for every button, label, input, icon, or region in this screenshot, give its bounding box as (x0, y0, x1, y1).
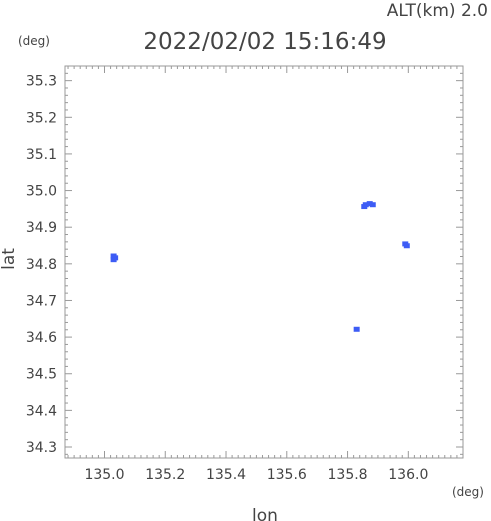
x-tick-label: 136.0 (388, 467, 428, 483)
y-axis-label: lat (0, 248, 19, 270)
axis-ticks: 135.0 135.2 135.4 135.6 135.8 136.0 34.3 34.4 34… (26, 65, 464, 483)
y-tick-label: 35.0 (26, 184, 57, 200)
y-tick-label: 34.3 (26, 440, 57, 456)
y-tick-label: 34.5 (26, 367, 57, 383)
data-point (366, 201, 373, 207)
data-point (369, 202, 376, 208)
data-points (110, 201, 410, 332)
data-point (353, 326, 360, 332)
y-unit-label: (deg) (18, 34, 50, 48)
y-tick-label: 34.4 (26, 403, 57, 419)
x-unit-label: (deg) (452, 485, 484, 499)
x-tick-label: 135.2 (145, 467, 185, 483)
x-tick-label: 135.6 (267, 467, 307, 483)
y-tick-label: 35.1 (26, 147, 57, 163)
data-point (110, 257, 117, 263)
y-tick-label: 35.2 (26, 110, 57, 126)
y-tick-label: 34.6 (26, 330, 57, 346)
datetime-title: 2022/02/02 15:16:49 (143, 29, 386, 55)
x-tick-label: 135.0 (84, 467, 124, 483)
y-tick-label: 35.3 (26, 74, 57, 90)
x-axis-label: lon (252, 506, 278, 521)
x-tick-label: 135.8 (328, 467, 368, 483)
plot-frame (64, 65, 464, 459)
y-tick-label: 34.7 (26, 293, 57, 309)
y-tick-label: 34.8 (26, 257, 57, 273)
data-point (362, 202, 369, 208)
y-tick-label: 34.9 (26, 220, 57, 236)
x-tick-label: 135.4 (206, 467, 246, 483)
data-point (403, 243, 410, 249)
altitude-label: ALT(km) 2.0 (387, 1, 488, 21)
